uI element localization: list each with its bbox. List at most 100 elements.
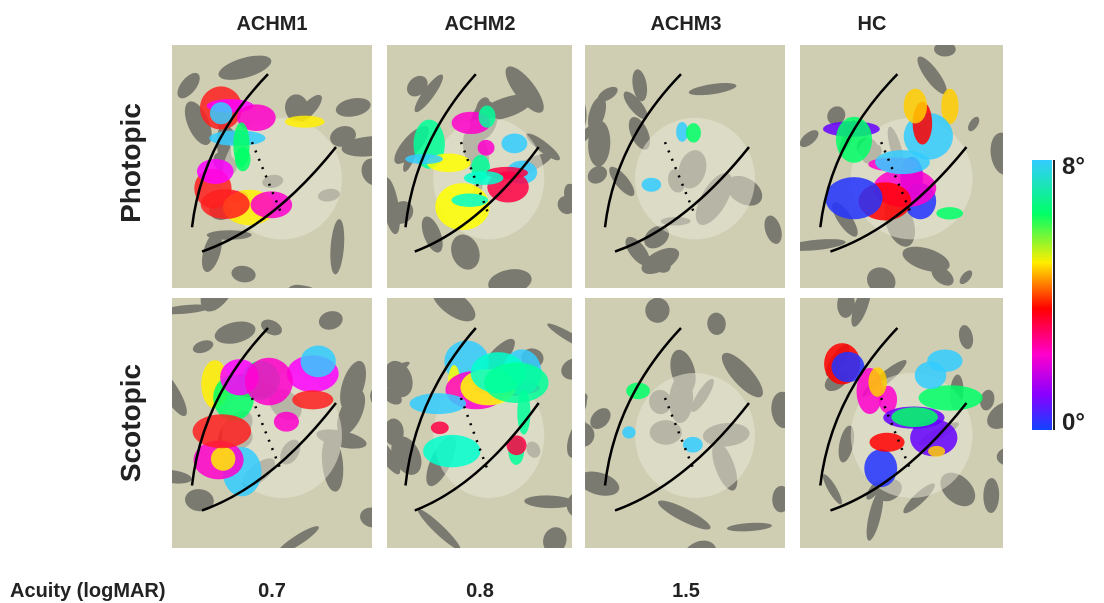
colorbar-min-label: 0° bbox=[1062, 409, 1085, 436]
sulcus bbox=[983, 477, 1000, 513]
sulcus bbox=[800, 239, 846, 251]
sulcus bbox=[231, 265, 256, 283]
activation bbox=[825, 177, 883, 220]
activation bbox=[941, 88, 959, 125]
sulcus bbox=[185, 489, 214, 512]
acuity-value: 0.7 bbox=[258, 580, 286, 602]
sulcus bbox=[587, 166, 608, 184]
sulcus bbox=[644, 225, 670, 249]
activation bbox=[868, 367, 887, 397]
activation bbox=[423, 434, 481, 468]
activation bbox=[682, 436, 703, 453]
sulcus bbox=[218, 55, 272, 80]
activation bbox=[236, 104, 276, 131]
activation bbox=[210, 446, 236, 471]
activation bbox=[864, 449, 898, 488]
acuity-value: 1.5 bbox=[672, 580, 700, 602]
sulcus bbox=[822, 474, 842, 505]
sulcus bbox=[585, 422, 595, 447]
column-header: HC bbox=[858, 13, 887, 35]
sulcus bbox=[543, 527, 567, 548]
boundary-line bbox=[819, 73, 899, 228]
activation bbox=[451, 193, 489, 207]
sulcus bbox=[590, 408, 611, 430]
sulcus bbox=[547, 323, 572, 353]
sulcus bbox=[414, 74, 444, 113]
sulcus bbox=[561, 358, 572, 380]
sulcus bbox=[387, 177, 400, 235]
boundary-line bbox=[414, 402, 540, 512]
sulcus bbox=[214, 321, 256, 344]
sulcus bbox=[335, 97, 371, 117]
sulcus bbox=[934, 45, 956, 57]
activation bbox=[409, 393, 467, 415]
activation bbox=[484, 362, 549, 403]
sulcus bbox=[1009, 134, 1030, 155]
activation bbox=[250, 191, 293, 219]
brain-panel bbox=[800, 45, 1030, 288]
sulcus bbox=[585, 124, 597, 147]
sulcus bbox=[451, 234, 480, 270]
sulcus bbox=[623, 91, 648, 120]
sulcus bbox=[721, 352, 763, 398]
highlight bbox=[635, 373, 755, 498]
sulcus bbox=[387, 433, 401, 475]
sulcus bbox=[851, 298, 871, 327]
boundary-line bbox=[414, 146, 540, 253]
activation bbox=[209, 102, 233, 125]
brain-panel bbox=[172, 45, 372, 288]
sulcus bbox=[987, 401, 1003, 429]
sulcus bbox=[866, 267, 896, 288]
colorbar bbox=[1032, 160, 1052, 430]
sulcus bbox=[360, 507, 372, 528]
sulcus bbox=[567, 422, 572, 458]
sulcus bbox=[488, 269, 532, 288]
sulcus bbox=[772, 485, 785, 513]
sulcus bbox=[771, 391, 785, 429]
sulcus bbox=[406, 75, 428, 97]
activation bbox=[244, 357, 293, 406]
sulcus bbox=[318, 311, 343, 330]
activation bbox=[891, 407, 938, 427]
sulcus bbox=[361, 158, 372, 186]
brain-panel bbox=[800, 298, 1003, 548]
sulcus bbox=[337, 390, 366, 436]
boundary-line bbox=[819, 327, 899, 486]
sulcus bbox=[417, 509, 461, 548]
activation bbox=[914, 361, 947, 390]
activation bbox=[622, 426, 636, 439]
boundary-line bbox=[830, 146, 968, 253]
activation bbox=[831, 351, 865, 383]
activation bbox=[686, 123, 701, 143]
sulcus bbox=[526, 133, 560, 161]
activation bbox=[284, 115, 325, 128]
activation bbox=[196, 158, 234, 184]
activation bbox=[405, 153, 443, 165]
row-label: Scotopic bbox=[115, 364, 146, 482]
boundary-line bbox=[404, 327, 477, 486]
activation bbox=[641, 177, 662, 192]
sulcus bbox=[902, 246, 950, 272]
sulcus bbox=[917, 56, 947, 95]
sulcus bbox=[341, 136, 372, 157]
column-header: ACHM2 bbox=[444, 13, 515, 35]
sulcus bbox=[609, 166, 635, 197]
sulcus bbox=[184, 101, 212, 145]
sulcus bbox=[387, 418, 404, 446]
sulcus bbox=[959, 270, 973, 285]
activation bbox=[292, 390, 334, 410]
sulcus bbox=[177, 72, 200, 99]
sulcus bbox=[958, 325, 974, 350]
sulcus bbox=[764, 215, 782, 244]
boundary-line bbox=[190, 327, 269, 486]
sulcus bbox=[800, 130, 819, 148]
brain-panel bbox=[387, 45, 572, 288]
acuity-value: 0.8 bbox=[466, 580, 494, 602]
boundary-line bbox=[603, 327, 682, 486]
brain-panel bbox=[172, 298, 372, 548]
sulcus bbox=[688, 83, 737, 96]
boundary-line bbox=[614, 402, 750, 512]
row-label: Photopic bbox=[115, 103, 146, 223]
sulcus bbox=[505, 66, 544, 113]
